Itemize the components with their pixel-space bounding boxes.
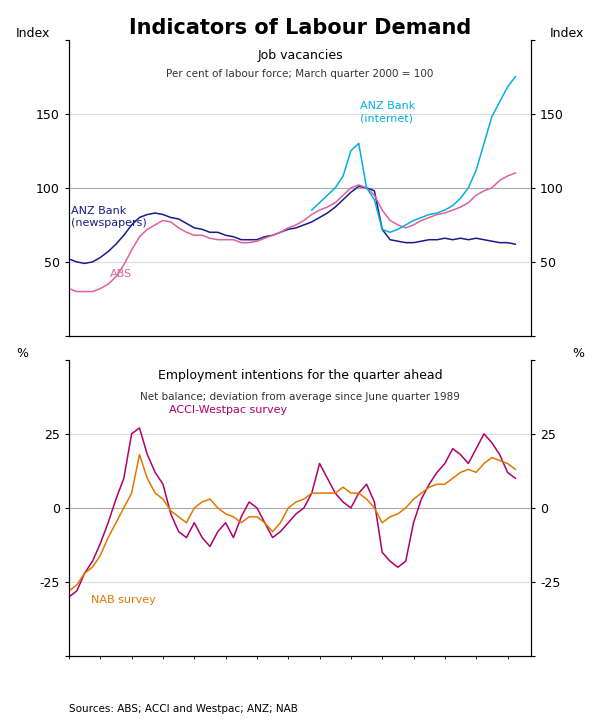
- Text: Index: Index: [16, 27, 50, 40]
- Text: Job vacancies: Job vacancies: [257, 48, 343, 61]
- Text: Employment intentions for the quarter ahead: Employment intentions for the quarter ah…: [158, 368, 442, 381]
- Text: NAB survey: NAB survey: [91, 595, 155, 605]
- Text: ABS: ABS: [110, 269, 132, 279]
- Text: Index: Index: [550, 27, 584, 40]
- Text: Net balance; deviation from average since June quarter 1989: Net balance; deviation from average sinc…: [140, 392, 460, 402]
- Text: %: %: [16, 347, 28, 360]
- Text: Per cent of labour force; March quarter 2000 = 100: Per cent of labour force; March quarter …: [166, 69, 434, 79]
- Text: %: %: [572, 347, 584, 360]
- Text: ANZ Bank
(internet): ANZ Bank (internet): [360, 101, 416, 123]
- Text: Indicators of Labour Demand: Indicators of Labour Demand: [129, 18, 471, 38]
- Text: Sources: ABS; ACCI and Westpac; ANZ; NAB: Sources: ABS; ACCI and Westpac; ANZ; NAB: [69, 704, 298, 714]
- Text: ACCI-Westpac survey: ACCI-Westpac survey: [169, 405, 287, 415]
- Text: ANZ Bank
(newspapers): ANZ Bank (newspapers): [71, 205, 146, 228]
